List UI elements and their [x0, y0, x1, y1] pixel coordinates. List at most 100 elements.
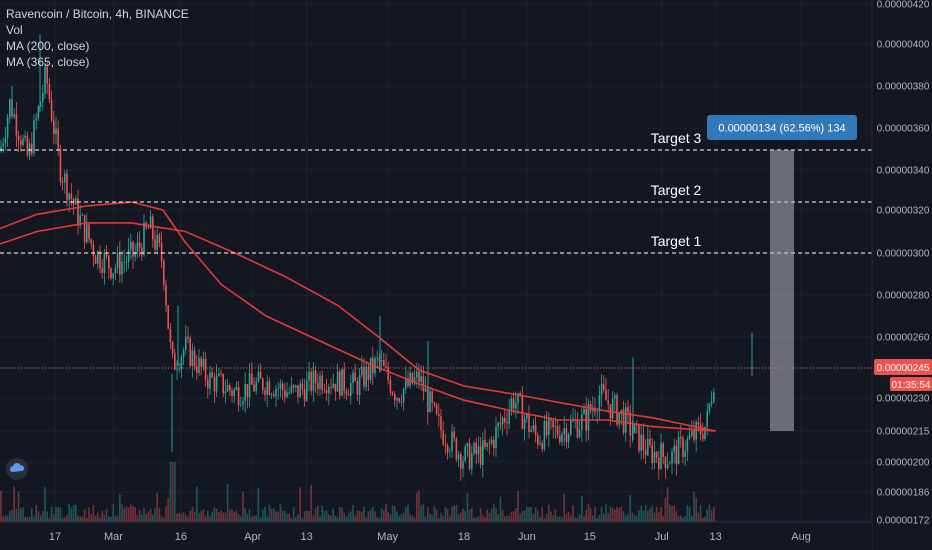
- volume-bar: [301, 517, 304, 522]
- volume-bar: [369, 509, 372, 522]
- legend-volume[interactable]: Vol: [6, 23, 23, 37]
- candle-body: [156, 234, 158, 250]
- volume-bar: [246, 514, 249, 522]
- volume-bar: [699, 505, 702, 522]
- candle-body: [587, 404, 590, 431]
- candle-body: [550, 418, 552, 421]
- candle-body: [490, 439, 493, 444]
- x-tick-label: 13: [301, 531, 313, 543]
- volume-bar: [158, 508, 161, 522]
- volume-bar: [79, 516, 81, 522]
- volume-bar: [0, 490, 2, 522]
- measure-box[interactable]: [770, 150, 794, 431]
- candle-body: [471, 453, 473, 470]
- volume-bar: [493, 504, 495, 522]
- candle-body: [328, 386, 330, 394]
- volume-bar: [677, 516, 680, 522]
- volume-bar: [310, 484, 312, 522]
- volume-bar: [127, 507, 130, 522]
- volume-bar: [464, 510, 466, 522]
- volume-bar: [343, 512, 345, 522]
- volume-bar: [182, 512, 185, 522]
- volume-bar: [460, 512, 462, 522]
- x-tick-label: 18: [458, 531, 470, 543]
- volume-bar: [328, 514, 330, 522]
- x-tick-label: Aug: [791, 531, 811, 543]
- volume-bar: [257, 488, 260, 522]
- candle-body: [488, 442, 491, 444]
- candle-body: [218, 373, 220, 376]
- y-axis-panel[interactable]: [872, 0, 932, 550]
- volume-bar: [336, 517, 339, 522]
- y-tick-label: 0.00000320: [877, 206, 930, 217]
- ma365-line[interactable]: [0, 222, 716, 432]
- volume-bar: [204, 515, 207, 522]
- volume-bar: [396, 511, 398, 522]
- volume-bar: [284, 511, 286, 522]
- candle-body: [455, 438, 458, 460]
- legend-symbol[interactable]: Ravencoin / Bitcoin, 4h, BINANCE: [6, 7, 189, 21]
- candle-body: [288, 392, 290, 394]
- volume-bar: [442, 515, 444, 522]
- candle-body: [596, 411, 598, 413]
- volume-bar: [702, 517, 704, 522]
- legend-ma365[interactable]: MA (365, close): [6, 55, 90, 69]
- candle-body: [0, 146, 2, 152]
- y-axis[interactable]: 0.00000420 0.00000400 0.00000380 0.00000360…: [877, 0, 930, 527]
- volume-bar: [675, 510, 678, 522]
- volume-bar: [449, 515, 451, 522]
- volume-bar: [515, 508, 517, 522]
- candle-body: [418, 371, 420, 383]
- volume-bar: [28, 516, 31, 522]
- candle-body: [523, 418, 526, 429]
- volume-bar: [86, 517, 88, 522]
- candle-body: [246, 383, 249, 398]
- candle-body: [515, 403, 517, 409]
- candle-body: [442, 430, 444, 445]
- x-axis[interactable]: 17 Mar 16 Apr 13 May 18 Jun 15 Jul 13 Aug: [49, 531, 811, 543]
- volume-bar: [222, 512, 224, 522]
- x-tick-label: Jul: [655, 531, 669, 543]
- volume-bar: [600, 506, 603, 522]
- candle-body: [222, 373, 224, 394]
- volume-bar: [108, 516, 110, 522]
- measure-tool[interactable]: 0.00000134 (62.56%) 134: [707, 115, 857, 431]
- candle-body: [697, 422, 700, 425]
- candle-body: [306, 380, 308, 402]
- volume-bar: [561, 517, 563, 522]
- candle-body: [466, 443, 469, 447]
- candle-body: [350, 383, 352, 396]
- volume-bar: [530, 506, 532, 522]
- candle-body: [444, 444, 447, 446]
- candle-body: [336, 371, 339, 392]
- volume-bar: [506, 515, 508, 522]
- volume-bar: [633, 514, 636, 522]
- target-label: Target 2: [651, 182, 702, 198]
- candle-body: [682, 438, 684, 457]
- candle-body: [453, 431, 455, 439]
- volume-bar: [660, 507, 662, 522]
- volume-bar: [176, 513, 178, 522]
- legend-ma200[interactable]: MA (200, close): [6, 39, 90, 53]
- volume-bar: [468, 509, 471, 522]
- tradingview-logo-icon[interactable]: [6, 458, 28, 480]
- volume-bar: [653, 512, 656, 522]
- candle-body: [312, 370, 315, 391]
- candle-body: [607, 400, 609, 405]
- volume-bar: [567, 511, 570, 522]
- volume-bar: [367, 511, 370, 522]
- candle-body: [200, 357, 202, 367]
- candle-body: [248, 373, 251, 398]
- candle-body: [341, 368, 343, 396]
- volume-bar: [563, 493, 565, 522]
- x-axis-panel[interactable]: [0, 522, 872, 550]
- candle-body: [198, 357, 200, 373]
- candle-body: [251, 373, 253, 385]
- candle-body: [369, 357, 372, 380]
- volume-bar: [495, 507, 497, 522]
- candle-body: [669, 463, 671, 465]
- ma200-line[interactable]: [0, 201, 716, 432]
- x-tick-label: Apr: [244, 531, 261, 543]
- volume-bar: [682, 517, 684, 522]
